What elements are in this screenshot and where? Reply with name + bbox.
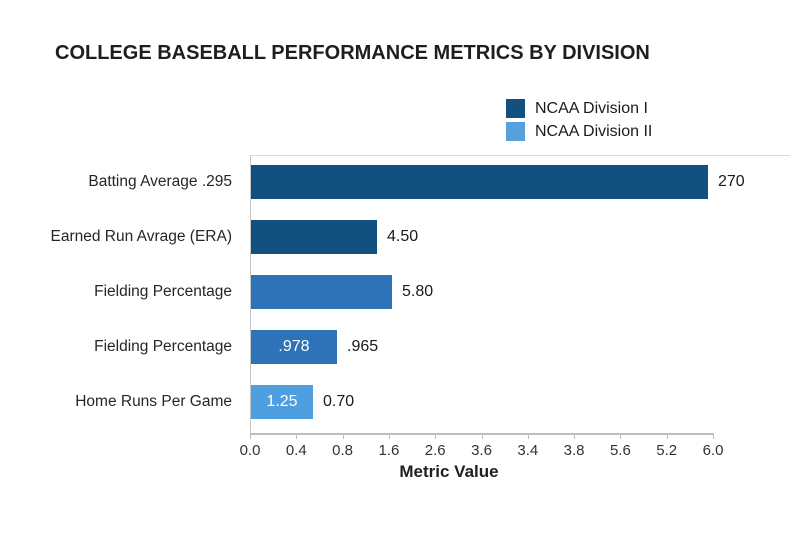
x-tick-mark bbox=[481, 433, 483, 439]
legend-label: NCAA Division I bbox=[535, 99, 648, 117]
x-tick-label: 5.2 bbox=[656, 442, 678, 459]
chart-title: COLLEGE BASEBALL PERFORMANCE METRICS BY … bbox=[55, 42, 650, 64]
x-tick-label: 3.8 bbox=[563, 442, 585, 459]
bar-inside-label: 1.25 bbox=[266, 393, 298, 410]
bar-value-label: 270 bbox=[718, 173, 745, 190]
bar: .978 bbox=[251, 330, 337, 364]
legend: NCAA Division I NCAA Division II bbox=[506, 99, 652, 145]
x-tick-label: 0.4 bbox=[285, 442, 307, 459]
legend-item: NCAA Division I bbox=[506, 99, 652, 118]
bar-category-label: Fielding Percentage bbox=[94, 338, 232, 355]
x-tick-mark bbox=[435, 433, 437, 439]
bar-inside-label: .978 bbox=[278, 338, 310, 355]
y-axis-line bbox=[250, 155, 251, 433]
x-tick-label: 1.6 bbox=[378, 442, 400, 459]
bar: 1.25 bbox=[251, 385, 313, 419]
x-tick-mark bbox=[342, 433, 344, 439]
bar-category-label: Fielding Percentage bbox=[94, 283, 232, 300]
x-tick-label: 2.6 bbox=[424, 442, 446, 459]
bar-value-label: .965 bbox=[347, 338, 379, 355]
x-tick-mark bbox=[574, 433, 576, 439]
bar-row: Fielding Percentage 5.80 bbox=[0, 275, 800, 309]
x-tick-mark bbox=[296, 433, 298, 439]
x-tick-mark bbox=[250, 433, 251, 439]
legend-swatch-2 bbox=[506, 122, 525, 141]
bar-category-label: Earned Run Avrage (ERA) bbox=[50, 228, 232, 245]
bar-category-label: Home Runs Per Game bbox=[75, 393, 232, 410]
x-tick-label: 0.8 bbox=[332, 442, 354, 459]
x-tick-mark bbox=[620, 433, 622, 439]
bar-row: Earned Run Avrage (ERA) 4.50 bbox=[0, 220, 800, 254]
bar-row: Home Runs Per Game 1.25 0.70 bbox=[0, 385, 800, 419]
bar-value-label: 0.70 bbox=[323, 393, 355, 410]
bar-value-label: 4.50 bbox=[387, 228, 419, 245]
x-tick-label: 6.0 bbox=[702, 442, 724, 459]
bar-row: Batting Average .295 270 bbox=[0, 165, 800, 199]
bar-category-label: Batting Average .295 bbox=[88, 173, 232, 190]
legend-label: NCAA Division II bbox=[535, 122, 653, 140]
bar bbox=[251, 220, 377, 254]
x-tick-label: 3.6 bbox=[471, 442, 492, 459]
x-tick-mark bbox=[666, 433, 668, 439]
legend-swatch-1 bbox=[506, 99, 525, 118]
plot-top-border bbox=[250, 155, 790, 156]
x-tick-mark bbox=[388, 433, 390, 439]
bar-row: Fielding Percentage .978 .965 bbox=[0, 330, 800, 364]
x-tick-label: 3.4 bbox=[517, 442, 539, 459]
bar-value-label: 5.80 bbox=[402, 283, 434, 300]
bar bbox=[251, 275, 392, 309]
x-axis-title: Metric Value bbox=[399, 462, 499, 481]
legend-item: NCAA Division II bbox=[506, 122, 652, 141]
bar bbox=[251, 165, 708, 199]
x-tick-label: 5.6 bbox=[609, 442, 631, 459]
x-tick-label: 0.0 bbox=[239, 442, 261, 459]
x-tick-mark bbox=[527, 433, 529, 439]
x-tick-mark bbox=[713, 433, 714, 439]
